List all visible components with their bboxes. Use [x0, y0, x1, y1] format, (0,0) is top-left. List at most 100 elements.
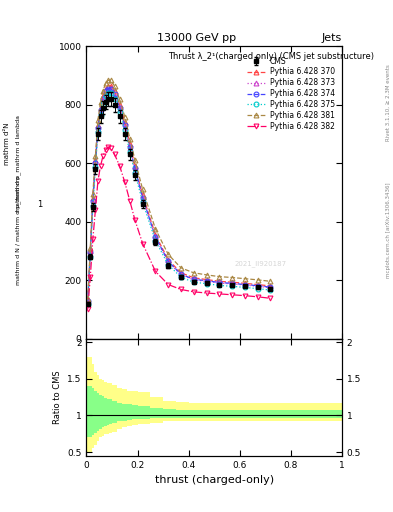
Pythia 6.428 382: [204, 290, 209, 296]
Pythia 6.428 375: [88, 253, 93, 260]
Pythia 6.428 381: [217, 273, 222, 280]
Pythia 6.428 375: [128, 149, 132, 155]
Line: Pythia 6.428 370: Pythia 6.428 370: [85, 83, 273, 303]
Pythia 6.428 382: [140, 241, 145, 247]
Pythia 6.428 381: [268, 278, 273, 284]
Pythia 6.428 381: [112, 83, 117, 89]
Line: Pythia 6.428 373: Pythia 6.428 373: [85, 88, 273, 305]
Pythia 6.428 382: [242, 292, 247, 298]
Pythia 6.428 373: [242, 282, 247, 288]
Pythia 6.428 370: [140, 192, 145, 198]
Pythia 6.428 375: [85, 301, 90, 307]
Pythia 6.428 374: [166, 258, 171, 264]
Pythia 6.428 381: [133, 157, 138, 163]
Pythia 6.428 382: [95, 178, 100, 184]
Pythia 6.428 373: [230, 281, 235, 287]
Pythia 6.428 381: [106, 77, 110, 83]
Pythia 6.428 375: [93, 164, 98, 170]
Pythia 6.428 382: [103, 147, 108, 153]
Pythia 6.428 370: [191, 275, 196, 281]
Pythia 6.428 382: [117, 163, 122, 169]
Pythia 6.428 370: [242, 280, 247, 286]
Pythia 6.428 370: [112, 89, 117, 95]
Pythia 6.428 382: [112, 151, 117, 157]
Line: Pythia 6.428 381: Pythia 6.428 381: [85, 78, 273, 302]
Pythia 6.428 381: [123, 114, 127, 120]
Pythia 6.428 375: [108, 91, 113, 97]
Pythia 6.428 375: [117, 110, 122, 116]
Pythia 6.428 370: [103, 86, 108, 92]
Pythia 6.428 374: [106, 86, 110, 92]
Text: Rivet 3.1.10, ≥ 2.3M events: Rivet 3.1.10, ≥ 2.3M events: [386, 64, 391, 141]
Pythia 6.428 374: [93, 160, 98, 166]
Pythia 6.428 370: [133, 163, 138, 169]
Pythia 6.428 382: [98, 163, 103, 169]
Pythia 6.428 381: [103, 80, 108, 87]
Pythia 6.428 370: [85, 297, 90, 304]
Pythia 6.428 370: [95, 122, 100, 128]
Pythia 6.428 374: [153, 234, 158, 240]
Pythia 6.428 374: [101, 96, 105, 102]
Pythia 6.428 375: [133, 170, 138, 176]
Pythia 6.428 381: [230, 274, 235, 281]
Text: mcplots.cern.ch [arXiv:1306.3436]: mcplots.cern.ch [arXiv:1306.3436]: [386, 183, 391, 278]
Line: Pythia 6.428 375: Pythia 6.428 375: [85, 91, 273, 306]
Pythia 6.428 373: [106, 87, 110, 93]
Pythia 6.428 370: [128, 141, 132, 147]
Pythia 6.428 375: [123, 127, 127, 133]
Pythia 6.428 374: [268, 284, 273, 290]
Text: Thrust λ_2¹(charged only) (CMS jet substructure): Thrust λ_2¹(charged only) (CMS jet subst…: [168, 52, 374, 61]
Pythia 6.428 375: [103, 93, 108, 99]
Pythia 6.428 373: [95, 126, 100, 133]
Pythia 6.428 374: [133, 165, 138, 172]
Pythia 6.428 370: [98, 104, 103, 111]
Pythia 6.428 374: [191, 276, 196, 282]
Pythia 6.428 381: [108, 77, 113, 83]
Pythia 6.428 375: [268, 287, 273, 293]
Pythia 6.428 370: [88, 248, 93, 254]
Pythia 6.428 375: [101, 101, 105, 107]
Pythia 6.428 375: [166, 262, 171, 268]
Pythia 6.428 382: [153, 268, 158, 274]
Pythia 6.428 375: [140, 199, 145, 205]
Pythia 6.428 374: [217, 280, 222, 286]
Pythia 6.428 373: [93, 161, 98, 167]
Pythia 6.428 373: [123, 123, 127, 130]
Pythia 6.428 381: [117, 96, 122, 102]
Pythia 6.428 373: [112, 93, 117, 99]
Pythia 6.428 375: [204, 281, 209, 287]
Pythia 6.428 374: [230, 280, 235, 286]
Pythia 6.428 374: [85, 298, 90, 305]
Pythia 6.428 374: [204, 278, 209, 284]
Text: 13000 GeV pp: 13000 GeV pp: [157, 33, 236, 44]
Pythia 6.428 370: [108, 82, 113, 89]
Pythia 6.428 370: [123, 119, 127, 125]
Pythia 6.428 375: [191, 279, 196, 285]
Pythia 6.428 370: [230, 279, 235, 285]
Pythia 6.428 373: [268, 285, 273, 291]
Pythia 6.428 375: [255, 286, 260, 292]
Pythia 6.428 381: [93, 153, 98, 159]
Pythia 6.428 382: [217, 291, 222, 297]
Pythia 6.428 373: [128, 145, 132, 152]
Pythia 6.428 382: [268, 295, 273, 302]
Pythia 6.428 370: [117, 101, 122, 108]
Pythia 6.428 373: [108, 87, 113, 93]
Pythia 6.428 374: [90, 198, 95, 204]
Pythia 6.428 375: [98, 112, 103, 118]
Pythia 6.428 370: [255, 282, 260, 288]
Pythia 6.428 381: [179, 265, 184, 271]
Pythia 6.428 374: [242, 282, 247, 288]
Pythia 6.428 374: [112, 91, 117, 97]
Pythia 6.428 373: [117, 106, 122, 112]
Y-axis label: Ratio to CMS: Ratio to CMS: [53, 370, 62, 424]
Pythia 6.428 373: [98, 109, 103, 115]
Pythia 6.428 370: [93, 157, 98, 163]
Pythia 6.428 381: [204, 272, 209, 278]
Pythia 6.428 382: [108, 145, 113, 152]
Pythia 6.428 370: [268, 283, 273, 289]
Pythia 6.428 381: [85, 296, 90, 302]
Pythia 6.428 381: [88, 245, 93, 251]
Pythia 6.428 382: [166, 282, 171, 288]
Pythia 6.428 382: [90, 236, 95, 242]
